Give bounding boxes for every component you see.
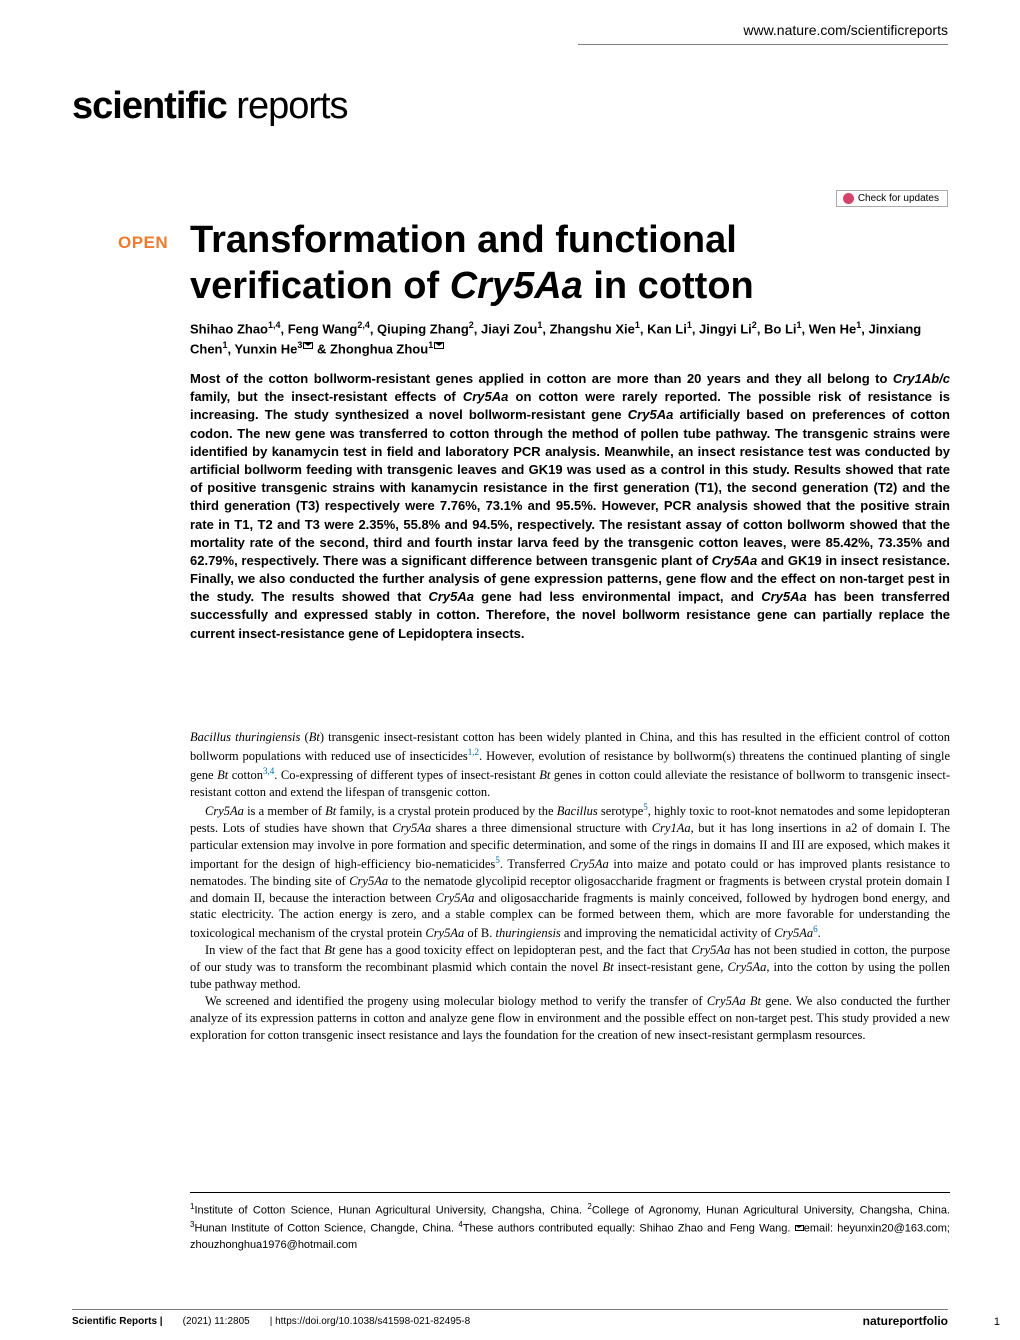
check-updates-label: Check for updates (858, 193, 939, 204)
footer-citation: (2021) 11:2805 (183, 1316, 250, 1327)
footer-publisher: natureportfolio (863, 1314, 948, 1328)
body-text: Bacillus thuringiensis (Bt) transgenic i… (190, 729, 950, 1044)
journal-logo-bold: scientific (72, 85, 227, 127)
footer: Scientific Reports | (2021) 11:2805 | ht… (72, 1309, 948, 1328)
footer-left: Scientific Reports | (2021) 11:2805 | ht… (72, 1316, 470, 1327)
authors-line: Shihao Zhao1,4, Feng Wang2,4, Qiuping Zh… (190, 319, 950, 359)
check-updates-icon (843, 193, 854, 204)
body-para-2: Cry5Aa is a member of Bt family, is a cr… (190, 801, 950, 942)
body-para-4: We screened and identified the progeny u… (190, 993, 950, 1044)
check-updates-button[interactable]: Check for updates (836, 190, 948, 207)
affiliations: 1Institute of Cotton Science, Hunan Agri… (190, 1192, 950, 1254)
journal-logo: scientific reports (72, 85, 348, 128)
title-part2: in cotton (583, 265, 754, 307)
footer-journal: Scientific Reports | (72, 1316, 163, 1327)
footer-doi: | https://doi.org/10.1038/s41598-021-824… (270, 1316, 471, 1327)
article-title: Transformation and functional verificati… (190, 218, 950, 309)
body-para-3: In view of the fact that Bt gene has a g… (190, 942, 950, 993)
abstract: Most of the cotton bollworm-resistant ge… (190, 370, 950, 643)
open-access-label: OPEN (118, 233, 168, 253)
body-para-1: Bacillus thuringiensis (Bt) transgenic i… (190, 729, 950, 801)
journal-logo-light: reports (227, 85, 348, 127)
header-url: www.nature.com/scientificreports (743, 22, 948, 38)
title-italic: Cry5Aa (450, 265, 583, 307)
page-number: 1 (994, 1316, 1000, 1328)
header-rule (578, 44, 948, 45)
